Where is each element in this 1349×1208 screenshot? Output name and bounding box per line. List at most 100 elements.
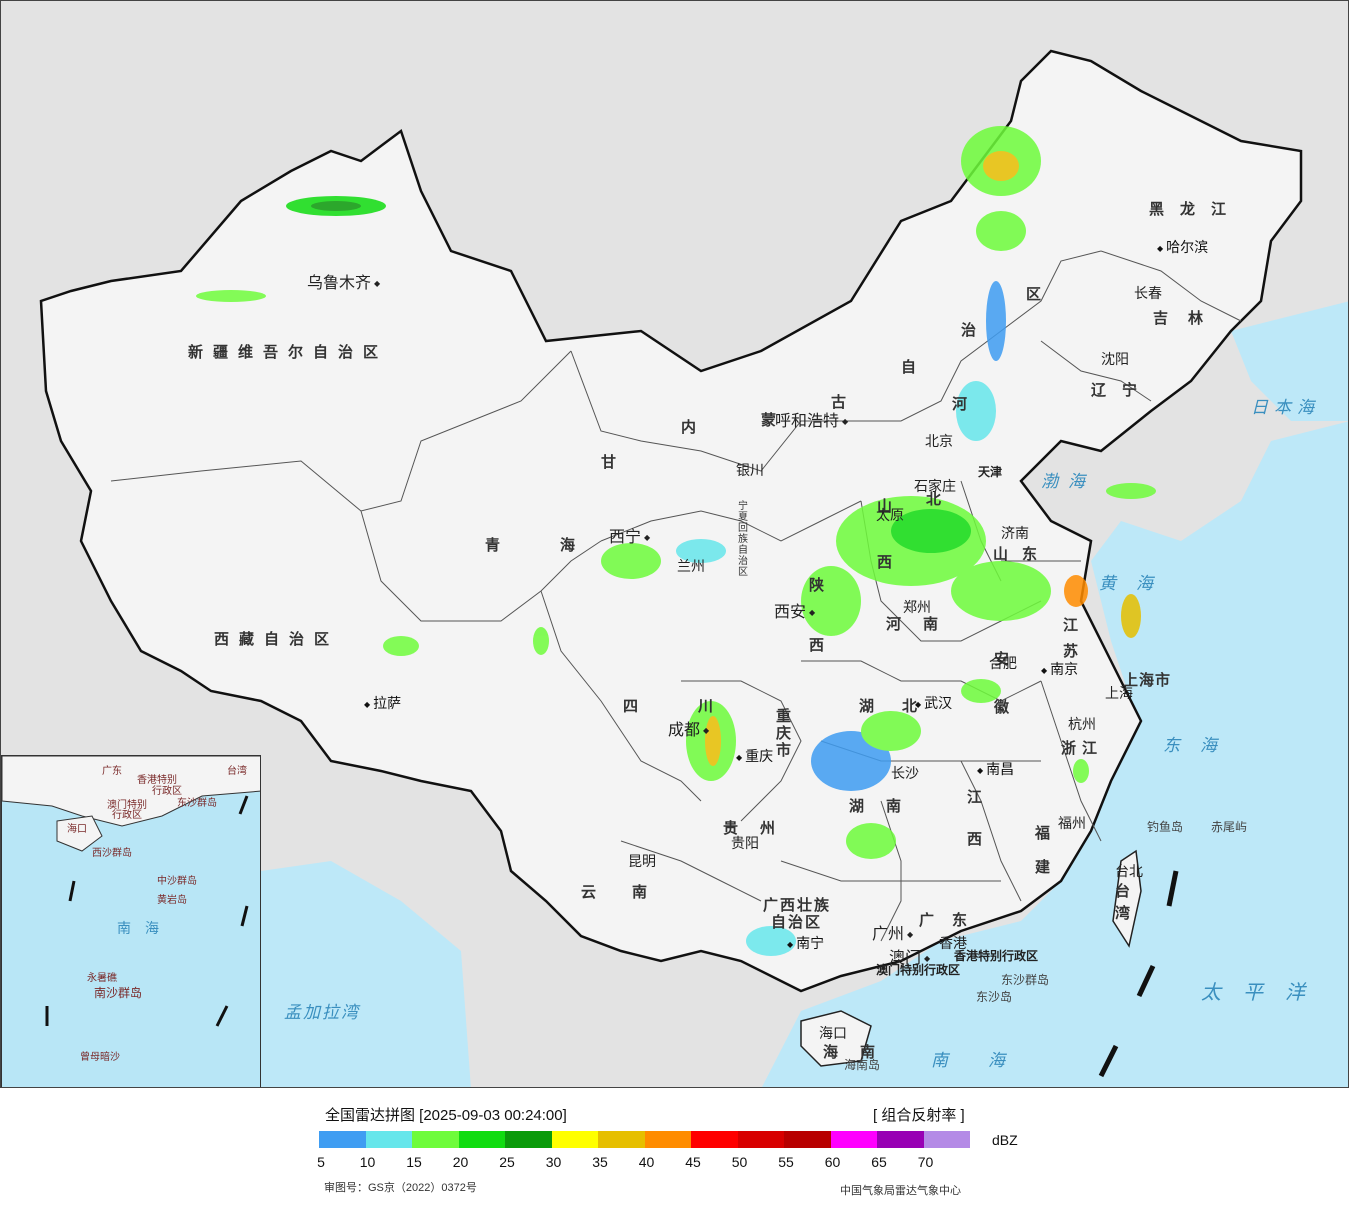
province-tianjin: 天津 [978,465,1003,479]
city-chongqing: 重庆 [736,746,773,766]
province-gansu: 甘 [601,454,617,471]
city-lhasa: 拉萨 [364,693,401,713]
inset-label: 广东 [102,766,122,777]
city-shenyang: 沈阳 [1101,351,1129,367]
province-guangdong: 广东 [919,912,986,929]
inset-label: 海口 [67,824,87,835]
legend-swatch [598,1131,645,1148]
sea-huanghai: 黄海 [1099,574,1173,593]
city-jinan: 济南 [1001,525,1029,541]
legend-tick-label: 50 [731,1154,748,1170]
legend-swatch [551,1131,598,1148]
province-neimenggu-e: 治 [961,322,977,339]
legend-unit: dBZ [992,1132,1018,1148]
island-hainan: 海南岛 [844,1058,881,1072]
inset-label: 黄岩岛 [157,895,187,906]
province-guangxi-a: 广西壮族 [763,897,832,914]
maritime-boundary [1098,870,1179,1078]
legend-swatch [784,1131,831,1148]
province-taiwan: 台湾 [1115,883,1131,922]
legend-panel: 全国雷达拼图 [2025-09-03 00:24:00] [ 组合反射率 ] d… [0,1088,1349,1208]
province-heilongjiang: 黑龙江 [1149,201,1243,218]
inset-label: 香港特别 [137,775,177,786]
legend-approval: 审图号：GS京（2022）0372号 [324,1182,477,1194]
legend-swatch [458,1131,505,1148]
province-fujian: 福建 [1035,825,1051,876]
city-fuzhou: 福州 [1058,815,1086,831]
legend-swatch [737,1131,784,1148]
island-diaoyu: 钓鱼岛 [1147,820,1184,834]
city-guiyang: 贵阳 [731,835,759,851]
inset-label: 行政区 [112,810,142,821]
inset-label: 永暑礁 [87,973,117,984]
province-guizhou: 贵州 [723,820,798,837]
inset-label: 澳门特别 [107,800,147,811]
legend-swatch [691,1131,738,1148]
province-qinghai: 青海 [485,537,636,554]
province-xinjiang: 新疆维吾尔自治区 [188,344,389,361]
east-sea-area [762,421,1348,1087]
legend-swatch [923,1131,970,1148]
legend-tick-label: 15 [406,1154,422,1170]
city-urumqi: 乌鲁木齐 [307,269,380,293]
city-nanchang: 南昌 [977,759,1014,779]
inset-label: 台湾 [227,766,247,777]
city-changchun: 长春 [1134,285,1162,301]
legend-tick-label: 20 [452,1154,469,1170]
legend-tick-label: 65 [871,1154,887,1170]
city-yinchuan: 银川 [736,462,764,478]
province-neimenggu-a: 内 [681,419,697,436]
radar-echoes [196,126,1156,956]
province-henan: 河南 [886,616,961,633]
province-chongqing: 重庆市 [776,708,792,759]
city-haikou: 海口 [819,1025,847,1041]
province-anhui: 安徽 [994,651,1010,716]
province-shanxi: 山西 [877,498,893,571]
city-taiyuan: 太原 [876,507,904,523]
sea-mengjiala: 孟加拉湾 [284,1003,360,1022]
legend-tick-label: 25 [499,1154,515,1170]
city-harbin: 哈尔滨 [1157,237,1208,257]
city-lanzhou: 兰州 [677,558,705,574]
south-china-sea-inset: 广东 香港特别 行政区 澳门特别 行政区 台湾 东沙群岛 海口 西沙群岛 中沙群… [1,755,261,1087]
province-hubei: 湖北 [859,698,946,715]
legend-swatch [412,1131,459,1148]
province-neimenggu-f: 区 [1026,286,1042,303]
legend-tick-label: 10 [359,1154,376,1170]
legend-swatch [319,1131,366,1148]
province-jiangxi: 江西 [967,789,983,848]
taiwan-island [1112,849,1142,948]
city-xining: 西宁 [609,523,650,547]
province-sichuan-b: 川 [698,698,714,715]
province-neimenggu-d: 自 [901,359,917,376]
city-hangzhou: 杭州 [1068,716,1096,732]
province-hainan: 海南 [823,1044,898,1061]
city-hongkong: 香港 [939,935,967,951]
inset-label: 南海 [117,920,173,936]
inset-label: 东沙群岛 [177,798,217,809]
city-wuhan: 武汉 [915,693,952,713]
legend-tick-label: 45 [685,1154,701,1170]
inset-canvas [2,756,260,1027]
color-scale-bar [319,1131,970,1148]
province-guangxi-b: 自治区 [771,914,823,931]
sea-nanhai: 南海 [931,1051,1045,1070]
legend-swatch [877,1131,924,1148]
city-nanning: 南宁 [787,933,824,953]
inset-label: 西沙群岛 [92,848,132,859]
sea-taipingyang: 太平洋 [1201,982,1327,1004]
city-nanjing: 南京 [1041,659,1078,679]
province-jilin: 吉林 [1153,310,1224,327]
radar-map: 新疆维吾尔自治区 西藏自治区 青海 甘 内 蒙 古 自 治 区 黑龙江 吉林 辽… [0,0,1349,1088]
city-zhengzhou: 郑州 [903,599,931,615]
province-hunan: 湖南 [849,798,924,815]
inset-label: 曾母暗沙 [80,1052,120,1063]
province-liaoning: 辽宁 [1091,382,1154,399]
city-xian: 西安 [774,598,815,622]
sea-ribenhai: 日本海 [1251,398,1320,417]
city-shijiazhuang: 石家庄 [914,478,956,494]
legend-source: 中国气象局雷达气象中心 [840,1185,961,1197]
island-dongsha-qd: 东沙群岛 [1001,973,1050,987]
legend-title: 全国雷达拼图 [2025-09-03 00:24:00] [325,1107,567,1124]
legend-product: [ 组合反射率 ] [873,1107,965,1124]
